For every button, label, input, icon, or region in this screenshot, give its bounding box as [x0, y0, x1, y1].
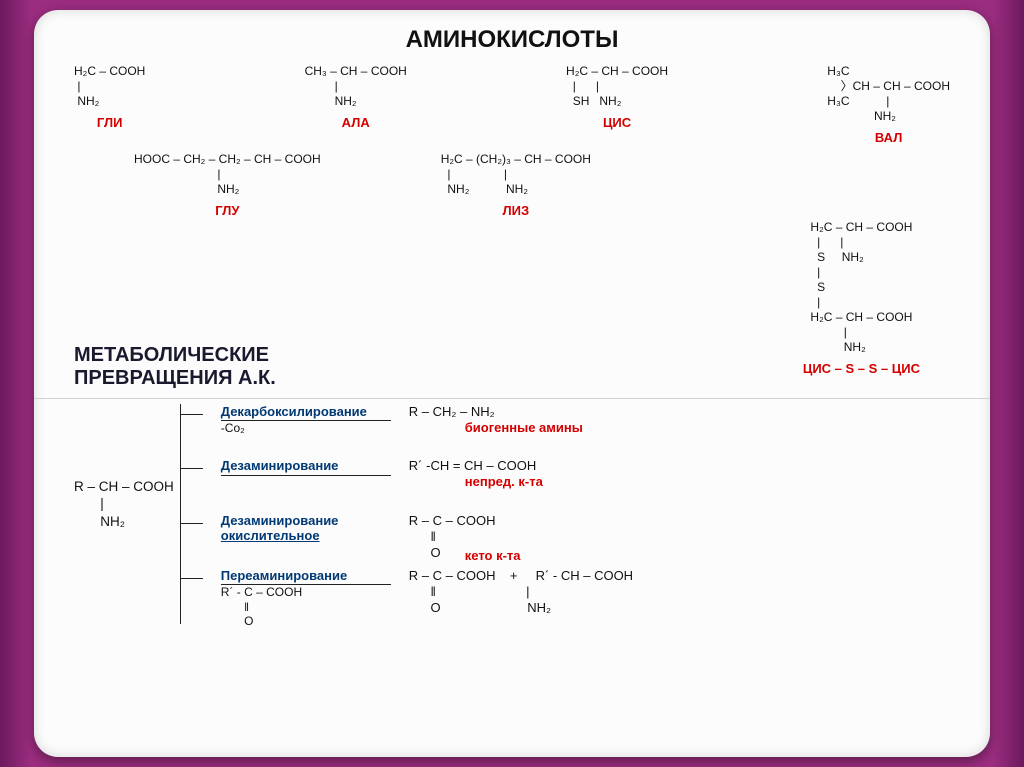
metabolic-diagram: R – CH – COOH | NH₂ Декарбоксилирование-… — [74, 382, 950, 624]
amino-acid-glu: HOOC – CH₂ – CH₂ – CH – COOH | NH₂ ГЛУ — [134, 152, 321, 219]
transform-branch: Дезаминированиеокислительное R – C – COOH… — [181, 513, 633, 568]
transform-bracket: Декарбоксилирование-Co₂ R – CH₂ – NH₂биог… — [180, 404, 633, 624]
branch-connector — [181, 523, 203, 524]
aa-label: АЛА — [342, 115, 370, 131]
formula: H₂C – CH – COOH | | SH NH₂ — [566, 64, 668, 109]
aa-label: ВАЛ — [875, 130, 902, 146]
slide-card: АМИНОКИСЛОТЫ H₂C – COOH | NH₂ ГЛИ CH₃ – CH… — [34, 10, 990, 757]
transform-product: R – C – COOH ‖ Oкето к-та — [409, 513, 521, 564]
subtitle-line1: МЕТАБОЛИЧЕСКИЕ — [74, 344, 269, 366]
transform-label: Дезаминированиеокислительное — [221, 513, 391, 544]
transform-label: Декарбоксилирование-Co₂ — [221, 404, 391, 436]
transform-product: R – CH₂ – NH₂биогенные амины — [409, 404, 583, 437]
aa-label: ГЛУ — [215, 203, 239, 219]
generic-amino-acid: R – CH – COOH | NH₂ — [74, 478, 174, 531]
amino-acid-val: H₃C 〉CH – CH – COOH H₃C | NH₂ ВАЛ — [827, 64, 950, 146]
formula: H₂C – COOH | NH₂ — [74, 64, 145, 109]
cystine-formula: H₂C – CH – COOH | | S NH₂ | S | H₂C – CH… — [810, 220, 912, 355]
formula: H₂C – (CH₂)₃ – CH – COOH | | NH₂ NH₂ — [441, 152, 591, 197]
transform-product: R – C – COOH + R´ - CH – COOH ‖ | O NH₂ — [409, 568, 633, 617]
transform-product: R´ -CH = CH – COOHнепред. к-та — [409, 458, 543, 491]
main-title: АМИНОКИСЛОТЫ — [74, 26, 950, 54]
branch-connector — [181, 578, 203, 579]
transform-branch: ПереаминированиеR´ - C – COOH ‖ OR – C –… — [181, 568, 633, 624]
transform-label: ПереаминированиеR´ - C – COOH ‖ O — [221, 568, 391, 629]
transform-sublabel: R´ - C – COOH ‖ O — [221, 585, 391, 628]
formula: HOOC – CH₂ – CH₂ – CH – COOH | NH₂ — [134, 152, 321, 197]
amino-acid-lys: H₂C – (CH₂)₃ – CH – COOH | | NH₂ NH₂ ЛИЗ — [441, 152, 591, 219]
aa-label: ЦИС — [603, 115, 631, 131]
product-annotation: непред. к-та — [465, 474, 543, 490]
product-annotation: биогенные амины — [465, 420, 583, 436]
branch-connector — [181, 468, 203, 469]
amino-acid-gly: H₂C – COOH | NH₂ ГЛИ — [74, 64, 145, 146]
aa-label: ГЛИ — [97, 115, 123, 131]
transform-sublabel: -Co₂ — [221, 421, 391, 435]
product-annotation: кето к-та — [465, 548, 521, 564]
transform-branch: Дезаминирование R´ -CH = CH – COOHнепред.… — [181, 458, 633, 513]
formula: H₃C 〉CH – CH – COOH H₃C | NH₂ — [827, 64, 950, 124]
cystine-block: H₂C – CH – COOH | | S NH₂ | S | H₂C – CH… — [803, 220, 920, 377]
cystine-label: ЦИС – S – S – ЦИС — [803, 361, 920, 377]
amino-acid-ala: CH₃ – CH – COOH | NH₂ АЛА — [305, 64, 407, 146]
amino-acid-row-2: HOOC – CH₂ – CH₂ – CH – COOH | NH₂ ГЛУ H₂C… — [134, 152, 950, 219]
branch-connector — [181, 414, 203, 415]
transform-branch: Декарбоксилирование-Co₂ R – CH₂ – NH₂биог… — [181, 404, 633, 459]
transform-label: Дезаминирование — [221, 458, 391, 476]
formula: CH₃ – CH – COOH | NH₂ — [305, 64, 407, 109]
amino-acid-row-1: H₂C – COOH | NH₂ ГЛИ CH₃ – CH – COOH | NH₂… — [74, 64, 950, 146]
aa-label: ЛИЗ — [502, 203, 529, 219]
amino-acid-cys: H₂C – CH – COOH | | SH NH₂ ЦИС — [566, 64, 668, 146]
